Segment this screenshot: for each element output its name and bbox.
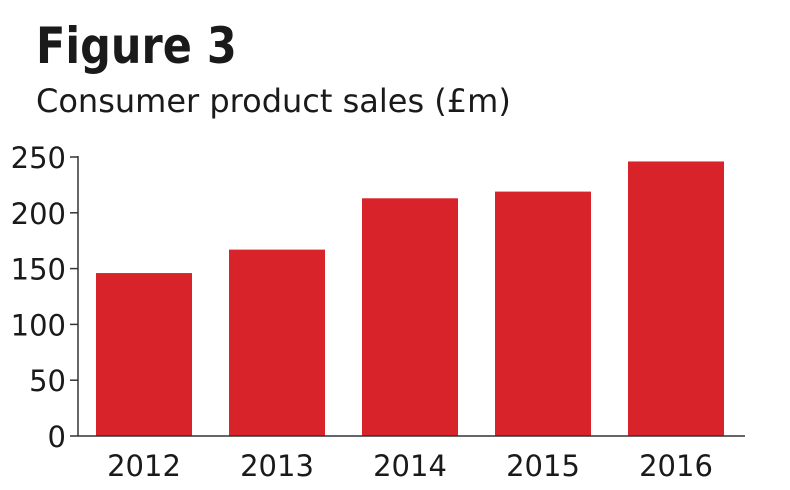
bar-2013 xyxy=(229,249,325,436)
y-tick-label-50: 50 xyxy=(29,364,66,398)
y-tick-label-200: 200 xyxy=(11,197,66,231)
x-tick-label-2012: 2012 xyxy=(107,449,181,483)
chart-subtitle: Consumer product sales (£m) xyxy=(36,82,511,120)
x-tick-label-2014: 2014 xyxy=(373,449,447,483)
y-tick-label-250: 250 xyxy=(11,141,66,175)
y-axis: 0 50 100 150 200 250 xyxy=(11,141,79,454)
x-tick-label-2015: 2015 xyxy=(506,449,580,483)
chart-title: Figure 3 xyxy=(36,17,237,75)
bars-group xyxy=(96,161,724,437)
bar-2016 xyxy=(628,161,724,437)
x-axis: 2012 2013 2014 2015 2016 xyxy=(78,435,745,483)
bar-2015 xyxy=(495,191,591,436)
y-tick-label-100: 100 xyxy=(11,308,66,342)
x-tick-label-2016: 2016 xyxy=(639,449,713,483)
bar-2012 xyxy=(96,273,192,436)
bar-2014 xyxy=(362,198,458,436)
y-tick-label-150: 150 xyxy=(11,253,66,287)
y-tick-label-0: 0 xyxy=(48,420,66,454)
x-tick-label-2013: 2013 xyxy=(240,449,314,483)
